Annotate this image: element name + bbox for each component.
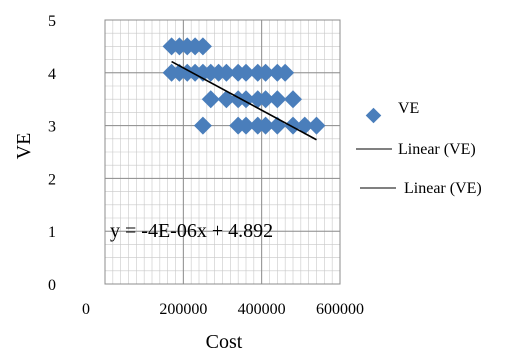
- data-point: [256, 116, 275, 135]
- data-point: [256, 90, 275, 109]
- y-tick-label: 1: [48, 224, 56, 241]
- data-point: [237, 63, 255, 82]
- data-point: [268, 90, 287, 109]
- legend-label-ve: VE: [398, 100, 419, 117]
- data-points: [162, 37, 326, 135]
- legend-label-linear-2: Linear (VE): [404, 180, 482, 197]
- y-tick-label: 3: [48, 119, 56, 136]
- trendline: [171, 60, 317, 141]
- legend: VE Linear (VE) Linear (VE): [356, 100, 482, 197]
- data-point: [295, 116, 314, 135]
- trendline-equation: y = -4E-06x + 4.892: [110, 220, 273, 242]
- minor-gridlines: [104, 19, 341, 285]
- y-tick-labels: 0 1 2 3 4 5: [48, 13, 56, 294]
- data-point: [193, 37, 212, 56]
- legend-label-linear-1: Linear (VE): [398, 141, 476, 158]
- legend-marker-ve: [365, 107, 382, 124]
- trendline-line: [171, 60, 317, 141]
- data-point: [276, 63, 295, 82]
- data-point: [307, 116, 326, 135]
- data-point: [217, 63, 236, 82]
- y-tick-label: 4: [48, 66, 56, 83]
- x-tick-label: 0: [82, 301, 90, 318]
- data-point: [284, 90, 302, 109]
- data-point: [217, 90, 236, 109]
- y-tick-label: 0: [48, 277, 56, 294]
- y-axis-label: VE: [13, 133, 35, 160]
- data-point: [256, 63, 275, 82]
- data-point: [284, 116, 302, 135]
- x-tick-label: 600000: [316, 301, 364, 318]
- x-tick-labels: 0 200000 400000 600000: [82, 301, 364, 318]
- data-point: [201, 90, 220, 109]
- x-axis-label: Cost: [206, 331, 243, 353]
- y-tick-label: 5: [48, 13, 56, 30]
- data-point: [193, 116, 212, 135]
- data-point: [237, 116, 255, 135]
- y-tick-label: 2: [48, 171, 56, 188]
- x-tick-label: 400000: [238, 301, 286, 318]
- x-tick-label: 200000: [159, 301, 207, 318]
